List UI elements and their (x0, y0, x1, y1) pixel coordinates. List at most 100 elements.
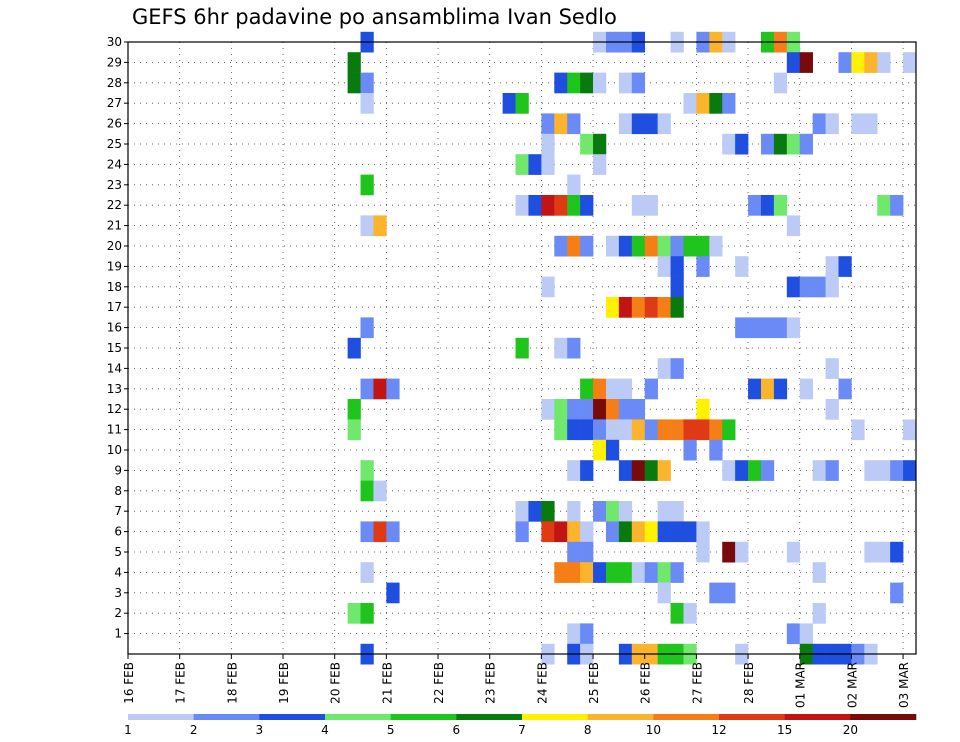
heatmap-cell (644, 195, 658, 216)
heatmap-cell (722, 460, 736, 481)
heatmap-cell (528, 154, 542, 175)
heatmap-cell (825, 358, 839, 379)
heatmap-cell (670, 501, 684, 522)
heatmap-cell (580, 399, 594, 420)
heatmap-cell (347, 399, 361, 420)
heatmap-cell (657, 113, 671, 135)
heatmap-cell (567, 623, 581, 645)
heatmap-cell (812, 460, 826, 481)
heatmap-cell (709, 93, 723, 114)
colorbar-tick-label: 10 (646, 723, 661, 737)
colorbar-tick-label: 20 (843, 723, 858, 737)
heatmap-cell (618, 297, 633, 318)
heatmap-cell (683, 521, 697, 543)
heatmap-cell (722, 93, 736, 114)
chart-title: GEFS 6hr padavine po ansamblima Ivan Sed… (132, 5, 617, 29)
heatmap-cell (618, 72, 633, 94)
heatmap-cell (773, 195, 788, 216)
heatmap-cell (605, 501, 620, 522)
heatmap-cell (735, 133, 749, 155)
heatmap-cell (696, 521, 710, 543)
heatmap-cell (760, 195, 775, 216)
heatmap-cell (786, 317, 801, 339)
heatmap-cell (541, 133, 555, 155)
x-tick-label: 22 FEB (432, 662, 446, 704)
heatmap-cell (554, 113, 568, 135)
heatmap-cell (812, 603, 826, 624)
heatmap-cell (644, 113, 658, 135)
colorbar-tick-label: 7 (518, 723, 526, 737)
heatmap-cell (618, 419, 633, 441)
heatmap-cell (657, 419, 671, 441)
heatmap-cell (618, 378, 633, 400)
heatmap-cell (605, 439, 620, 461)
heatmap-cell (631, 460, 646, 481)
y-tick-label: 28 (107, 76, 122, 90)
heatmap-cell (347, 419, 361, 441)
heatmap-cell (735, 460, 749, 481)
colorbar-segment (784, 714, 851, 720)
heatmap-cell (670, 297, 684, 318)
heatmap-cell (722, 133, 736, 155)
heatmap-cell (593, 439, 607, 461)
heatmap-cell (360, 215, 374, 237)
colorbar-tick-label: 4 (321, 723, 329, 737)
x-tick-label: 17 FEB (174, 662, 188, 704)
heatmap-cell (670, 521, 684, 543)
y-tick-label: 1 (114, 627, 122, 641)
heatmap-cell (605, 419, 620, 441)
heatmap-cell (657, 582, 671, 604)
heatmap-cell (360, 174, 374, 196)
x-tick-label: 26 FEB (639, 662, 653, 704)
y-tick-label: 23 (107, 178, 122, 192)
heatmap-cell (903, 419, 917, 441)
y-tick-label: 24 (107, 157, 122, 171)
heatmap-cell (631, 235, 646, 257)
heatmap-cell (360, 378, 374, 400)
y-tick-label: 3 (114, 586, 122, 600)
heatmap-cell (683, 419, 697, 441)
heatmap-cell (631, 297, 646, 318)
heatmap-cell (864, 460, 878, 481)
y-tick-label: 12 (107, 402, 122, 416)
heatmap-cell (554, 337, 568, 359)
heatmap-cell (760, 133, 775, 155)
heatmap-cell (890, 195, 904, 216)
heatmap-cell (360, 603, 374, 624)
heatmap-cell (605, 521, 620, 543)
heatmap-cell (890, 582, 904, 604)
colorbar-tick-label: 5 (387, 723, 395, 737)
heatmap-cell (554, 195, 568, 216)
heatmap-cell (657, 501, 671, 522)
heatmap-cell (631, 195, 646, 216)
heatmap-cell (593, 399, 607, 420)
heatmap-cell (877, 460, 891, 481)
y-tick-label: 15 (107, 341, 122, 355)
colorbar-segment (850, 714, 917, 720)
x-tick-label: 24 FEB (535, 662, 549, 704)
heatmap-cell (580, 562, 594, 583)
heatmap-cell (580, 623, 594, 645)
heatmap-cell (786, 215, 801, 237)
heatmap-cell (360, 93, 374, 114)
colorbar-legend: 1 2 3 4 5 6 7 8 10 12 15 20 (124, 714, 917, 737)
heatmap-cell (825, 113, 839, 135)
heatmap-cell (670, 276, 684, 298)
heatmap-cell (748, 195, 762, 216)
heatmap-cell (360, 72, 374, 94)
heatmap-cell (644, 419, 658, 441)
heatmap-cell (618, 399, 633, 420)
heatmap-cell (618, 521, 633, 543)
x-tick-label: 21 FEB (380, 662, 394, 704)
heatmap-cell (631, 72, 646, 94)
heatmap-cell (360, 317, 374, 339)
heatmap-cell (864, 541, 878, 563)
colorbar-tick-label: 3 (256, 723, 264, 737)
y-tick-label: 11 (107, 423, 122, 437)
heatmap-cell (709, 582, 723, 604)
x-tick-label: 27 FEB (690, 662, 704, 704)
colorbar-tick-label: 8 (584, 723, 592, 737)
colorbar-tick-label: 1 (124, 723, 132, 737)
heatmap-cell (890, 460, 904, 481)
heatmap-cell (760, 378, 775, 400)
